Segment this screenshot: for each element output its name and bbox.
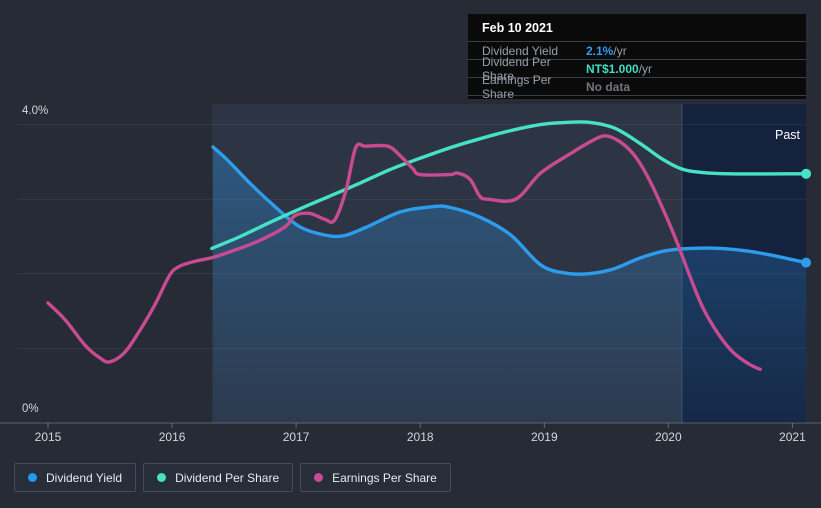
legend-label: Dividend Per Share	[175, 470, 280, 485]
dividend-yield-line[interactable]	[211, 145, 808, 276]
x-axis-label: 2016	[159, 430, 186, 444]
y-axis-label-max: 4.0%	[22, 105, 49, 117]
tooltip-row-earnings-per-share: Earnings Per Share No data	[468, 73, 806, 101]
tooltip-value: No data	[586, 79, 631, 94]
dividend-yield-end-dot[interactable]	[801, 257, 812, 268]
tooltip-label: Dividend Per Share	[482, 54, 551, 83]
past-region-label: Past	[774, 128, 800, 142]
tooltip: Feb 10 2021 Dividend Yield 2.1% /yr Divi…	[468, 14, 806, 101]
tooltip-value-suffix: /yr	[638, 61, 653, 76]
dividend-yield-area	[213, 147, 807, 423]
x-axis: 2015 2016 2017 2018 2019 2020 2021	[35, 423, 806, 444]
dividend-yield-dot-icon	[28, 473, 37, 482]
legend: Dividend Yield Dividend Per Share Earnin…	[14, 463, 451, 492]
x-axis-label: 2017	[283, 430, 310, 444]
legend-label: Earnings Per Share	[332, 470, 437, 485]
tooltip-label: Earnings Per Share	[482, 72, 552, 101]
tooltip-footer-divider	[468, 95, 806, 104]
earnings-per-share-dot-icon	[314, 473, 324, 482]
y-axis-label-min: 0%	[22, 403, 39, 415]
x-axis-label: 2020	[655, 430, 682, 444]
tooltip-row-dividend-yield: Dividend Yield 2.1% /yr	[468, 41, 806, 59]
legend-item-dividend-per-share[interactable]: Dividend Per Share	[143, 463, 294, 492]
x-axis-label: 2015	[35, 430, 62, 444]
dividend-per-share-end-dot[interactable]	[801, 168, 812, 179]
dividend-per-share-line[interactable]	[210, 120, 808, 251]
legend-item-earnings-per-share[interactable]: Earnings Per Share	[300, 463, 451, 492]
legend-label: Dividend Yield	[46, 470, 123, 485]
x-axis-label: 2021	[779, 430, 806, 444]
x-axis-label: 2018	[407, 430, 434, 444]
tooltip-row-dividend-per-share: Dividend Per Share NT$1.000 /yr	[468, 55, 806, 83]
tooltip-value: NT$1.000	[586, 61, 639, 76]
x-axis-label: 2019	[531, 430, 558, 444]
dividend-per-share-dot-icon	[157, 473, 167, 482]
tooltip-date: Feb 10 2021	[482, 21, 553, 35]
tooltip-label: Dividend Yield	[482, 43, 559, 58]
tooltip-value-suffix: /yr	[613, 43, 627, 58]
earnings-per-share-line[interactable]	[46, 134, 762, 371]
legend-item-dividend-yield[interactable]: Dividend Yield	[14, 463, 137, 492]
tooltip-value: 2.1%	[586, 43, 614, 58]
